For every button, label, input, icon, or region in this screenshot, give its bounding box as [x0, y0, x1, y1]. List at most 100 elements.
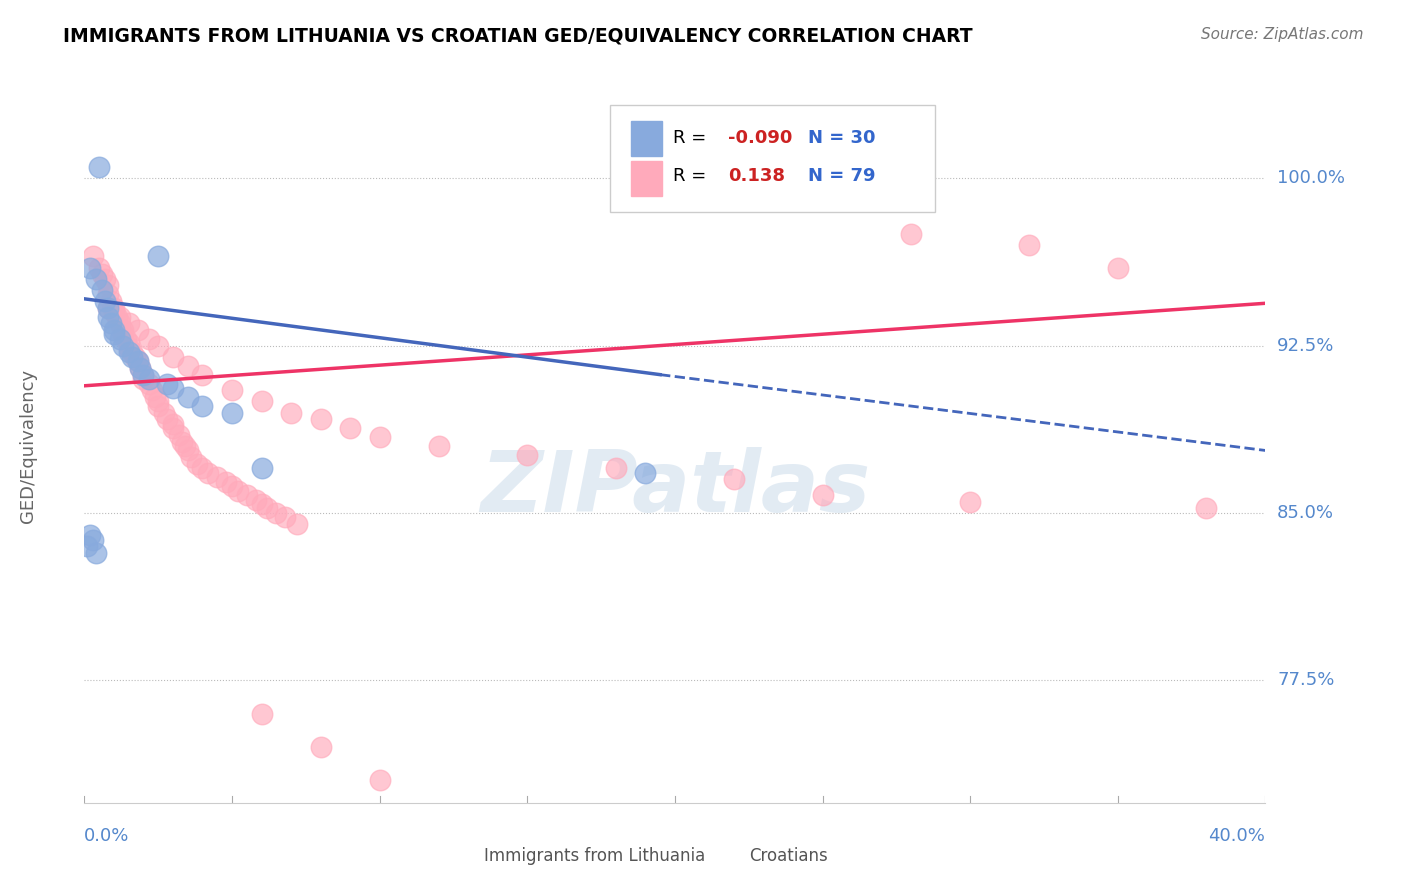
- Point: [1107, 260, 1129, 275]
- Point: [177, 390, 200, 404]
- Point: [215, 475, 238, 489]
- Point: [177, 443, 200, 458]
- Point: [167, 427, 190, 442]
- Point: [141, 383, 163, 397]
- Point: [143, 390, 166, 404]
- Text: Source: ZipAtlas.com: Source: ZipAtlas.com: [1201, 27, 1364, 42]
- Point: [103, 323, 125, 337]
- Text: IMMIGRANTS FROM LITHUANIA VS CROATIAN GED/EQUIVALENCY CORRELATION CHART: IMMIGRANTS FROM LITHUANIA VS CROATIAN GE…: [63, 27, 973, 45]
- Text: 77.5%: 77.5%: [1277, 671, 1334, 690]
- Text: N = 30: N = 30: [808, 128, 876, 146]
- Point: [959, 494, 981, 508]
- Point: [91, 267, 114, 281]
- Point: [156, 412, 179, 426]
- Text: N = 79: N = 79: [808, 168, 876, 186]
- Point: [97, 301, 120, 315]
- Point: [108, 316, 131, 330]
- FancyBboxPatch shape: [631, 161, 662, 195]
- Point: [177, 359, 200, 373]
- Point: [309, 412, 332, 426]
- Point: [111, 338, 134, 352]
- Point: [118, 341, 141, 355]
- Point: [108, 310, 131, 324]
- Point: [108, 332, 131, 346]
- Point: [121, 350, 143, 364]
- Text: ZIPatlas: ZIPatlas: [479, 447, 870, 531]
- Point: [723, 472, 745, 486]
- Point: [97, 301, 120, 315]
- Text: 0.0%: 0.0%: [84, 827, 129, 846]
- Point: [105, 310, 128, 324]
- Point: [605, 461, 627, 475]
- Point: [118, 336, 141, 351]
- Point: [94, 293, 117, 308]
- Point: [84, 271, 107, 285]
- Point: [111, 327, 134, 342]
- Point: [138, 332, 160, 346]
- Point: [100, 293, 122, 308]
- Point: [191, 461, 214, 475]
- Point: [207, 470, 229, 484]
- Text: R =: R =: [672, 128, 711, 146]
- Point: [132, 368, 155, 382]
- Text: 100.0%: 100.0%: [1277, 169, 1346, 187]
- Point: [127, 354, 149, 368]
- Text: -0.090: -0.090: [728, 128, 793, 146]
- FancyBboxPatch shape: [443, 840, 478, 871]
- Point: [236, 488, 259, 502]
- FancyBboxPatch shape: [631, 121, 662, 156]
- Point: [84, 546, 107, 560]
- Point: [129, 360, 152, 375]
- Point: [368, 430, 391, 444]
- Text: GED/Equivalency: GED/Equivalency: [18, 369, 37, 523]
- Point: [111, 323, 134, 337]
- Point: [124, 350, 146, 364]
- Point: [82, 250, 104, 264]
- Point: [427, 439, 450, 453]
- Point: [250, 497, 273, 511]
- Point: [87, 161, 111, 175]
- Point: [97, 287, 120, 301]
- Point: [148, 394, 170, 409]
- Point: [186, 457, 208, 471]
- Point: [103, 301, 125, 315]
- Point: [245, 492, 267, 507]
- Point: [129, 360, 152, 375]
- Point: [118, 316, 141, 330]
- Point: [900, 227, 922, 241]
- Point: [79, 528, 101, 542]
- Point: [153, 405, 176, 419]
- Point: [221, 479, 243, 493]
- Point: [256, 501, 278, 516]
- Point: [266, 506, 288, 520]
- Point: [79, 260, 101, 275]
- Point: [97, 310, 120, 324]
- Text: 40.0%: 40.0%: [1209, 827, 1265, 846]
- Point: [94, 271, 117, 285]
- Point: [274, 510, 297, 524]
- FancyBboxPatch shape: [709, 840, 744, 871]
- Point: [285, 516, 308, 531]
- Point: [368, 773, 391, 788]
- Point: [138, 376, 160, 391]
- Point: [156, 376, 179, 391]
- Point: [132, 368, 155, 382]
- Point: [103, 327, 125, 342]
- Point: [162, 417, 184, 431]
- Point: [118, 345, 141, 359]
- Point: [170, 434, 193, 449]
- Point: [250, 461, 273, 475]
- Point: [103, 305, 125, 319]
- Text: Immigrants from Lithuania: Immigrants from Lithuania: [484, 847, 704, 865]
- Point: [121, 345, 143, 359]
- Point: [250, 706, 273, 721]
- Point: [127, 354, 149, 368]
- Point: [221, 405, 243, 419]
- Point: [76, 539, 98, 553]
- Text: 92.5%: 92.5%: [1277, 336, 1334, 355]
- Point: [309, 739, 332, 754]
- Text: 85.0%: 85.0%: [1277, 504, 1334, 522]
- Point: [191, 368, 214, 382]
- Point: [114, 332, 136, 346]
- Point: [1018, 238, 1040, 252]
